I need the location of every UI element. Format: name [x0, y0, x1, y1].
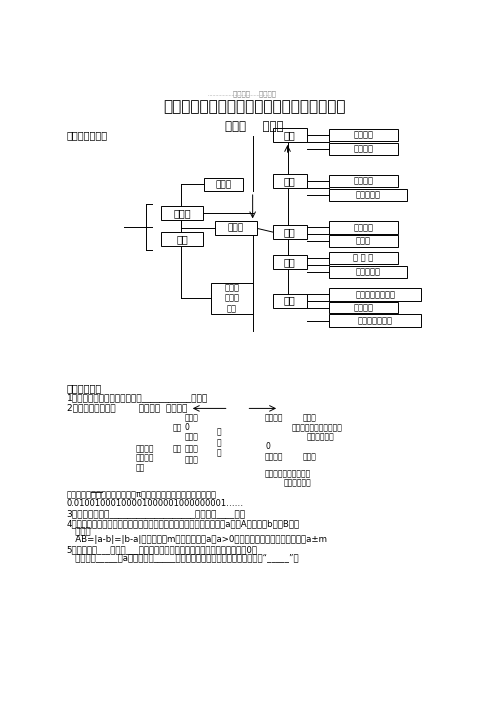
Text: 的距离: 的距离 [66, 528, 90, 537]
Text: 和循环小数）: 和循环小数） [307, 432, 335, 442]
FancyBboxPatch shape [329, 175, 398, 187]
Text: 分数: 分数 [173, 444, 182, 453]
FancyBboxPatch shape [329, 189, 407, 201]
Text: 一、知识结构：: 一、知识结构： [66, 131, 108, 140]
Text: 正有理数: 正有理数 [265, 413, 284, 423]
Text: 2．有理数的分类：        按定义分  按符号分: 2．有理数的分类： 按定义分 按符号分 [66, 403, 187, 412]
Text: 乘方: 乘方 [284, 296, 296, 305]
FancyBboxPatch shape [273, 225, 307, 239]
Text: 除 法 法: 除 法 法 [353, 253, 373, 263]
Text: 注意：常见的不是有理数的数有π和有规律的但不循环的小数．如：: 注意：常见的不是有理数的数有π和有规律的但不循环的小数．如： [66, 491, 217, 500]
Text: 运算律: 运算律 [356, 237, 371, 246]
Text: 有理数
的大小
比较: 有理数 的大小 比较 [224, 284, 239, 313]
FancyBboxPatch shape [273, 256, 307, 269]
Text: 有理数: 有理数 [173, 208, 191, 218]
FancyBboxPatch shape [161, 206, 203, 220]
Text: 0.01001000100001000001000000001……: 0.01001000100001000001000000001…… [66, 499, 244, 508]
Text: 3．数轴三要素是___________________，数轴是____线．: 3．数轴三要素是___________________，数轴是____线． [66, 509, 246, 518]
Text: 负分数: 负分数 [185, 456, 198, 465]
Text: 5．数轴上，___两侧到___的距离相等的两个数互为相反数（几何定义），0的: 5．数轴上，___两侧到___的距离相等的两个数互为相反数（几何定义），0的 [66, 545, 257, 554]
Text: 有
理
数: 有 理 数 [216, 428, 221, 458]
Text: 无限循环: 无限循环 [135, 453, 154, 463]
Text: 1．正数和负数是表示两种具有___________的量．: 1．正数和负数是表示两种具有___________的量． [66, 393, 208, 402]
Text: AB=|a-b|=|b-a|，与表示数m的点的距离为a（a>0）的点有两个：它们表示的数是a±m: AB=|a-b|=|b-a|，与表示数m的点的距离为a（a>0）的点有两个：它们… [66, 535, 327, 543]
FancyBboxPatch shape [329, 143, 398, 155]
FancyBboxPatch shape [204, 178, 243, 190]
FancyBboxPatch shape [273, 293, 307, 307]
Text: 加法: 加法 [284, 130, 296, 140]
Text: 小数: 小数 [135, 463, 145, 472]
Text: 减法法则: 减法法则 [354, 177, 373, 186]
Text: 正整数: 正整数 [185, 413, 198, 423]
FancyBboxPatch shape [329, 266, 407, 278]
Text: 乘除混合运: 乘除混合运 [356, 267, 380, 277]
Text: 近似数与有效数: 近似数与有效数 [358, 316, 393, 325]
FancyBboxPatch shape [329, 289, 421, 300]
Text: 加法法则: 加法法则 [354, 131, 373, 140]
FancyBboxPatch shape [273, 174, 307, 188]
FancyBboxPatch shape [161, 232, 203, 246]
FancyBboxPatch shape [215, 221, 256, 235]
Text: 负整数: 负整数 [185, 432, 198, 442]
FancyBboxPatch shape [329, 129, 398, 141]
Text: 整数: 整数 [173, 423, 182, 432]
FancyBboxPatch shape [329, 302, 398, 313]
Text: 负有理数: 负有理数 [265, 452, 284, 461]
Text: 新课标人教版数学七年级（上）知识要点概括: 新课标人教版数学七年级（上）知识要点概括 [163, 100, 345, 114]
Text: 0: 0 [265, 442, 270, 451]
Text: 第一章    有理数: 第一章 有理数 [225, 119, 283, 133]
Text: 相反数是_____，a的相反数是_____，求一个数的相反数就是在这个数前添“_____”号: 相反数是_____，a的相反数是_____，求一个数的相反数就是在这个数前添“_… [66, 553, 298, 562]
FancyBboxPatch shape [211, 283, 252, 314]
Text: 有限小数: 有限小数 [135, 444, 154, 453]
Text: 乘方运算、混合运: 乘方运算、混合运 [355, 290, 395, 299]
Text: －正分数（含正有限小数: －正分数（含正有限小数 [291, 424, 342, 433]
Text: 二、知识点：: 二、知识点： [66, 383, 102, 393]
Text: 正分数: 正分数 [185, 444, 198, 453]
Text: 科学记数: 科学记数 [354, 303, 373, 312]
FancyBboxPatch shape [329, 235, 398, 248]
Text: 加法运算: 加法运算 [354, 145, 373, 154]
Text: 相反数: 相反数 [215, 180, 231, 189]
Text: 绝对值: 绝对值 [228, 224, 244, 233]
Text: 除法: 除法 [284, 257, 296, 267]
FancyBboxPatch shape [329, 314, 421, 327]
Text: 正整数: 正整数 [302, 413, 316, 423]
Text: 数轴: 数轴 [176, 234, 188, 244]
Text: 学习必备    免费下载: 学习必备 免费下载 [233, 91, 276, 97]
Text: 减法: 减法 [284, 176, 296, 186]
Text: 4．数轴上的两点之间的距离就是表示这两个点的数的绝对値：表示数a的点A与表示数b的点B之间: 4．数轴上的两点之间的距离就是表示这两个点的数的绝对値：表示数a的点A与表示数b… [66, 519, 300, 529]
Text: 负整数: 负整数 [302, 452, 316, 461]
Text: 加减混合运: 加减混合运 [356, 191, 380, 199]
FancyBboxPatch shape [329, 252, 398, 265]
FancyBboxPatch shape [273, 128, 307, 142]
Text: 和循环小数）: 和循环小数） [284, 479, 311, 487]
FancyBboxPatch shape [329, 221, 398, 234]
Text: 乘法法则: 乘法法则 [354, 223, 373, 232]
Text: 0: 0 [185, 423, 189, 432]
Text: 负分数（含负有限小数: 负分数（含负有限小数 [265, 469, 311, 478]
Text: 乘法: 乘法 [284, 227, 296, 237]
